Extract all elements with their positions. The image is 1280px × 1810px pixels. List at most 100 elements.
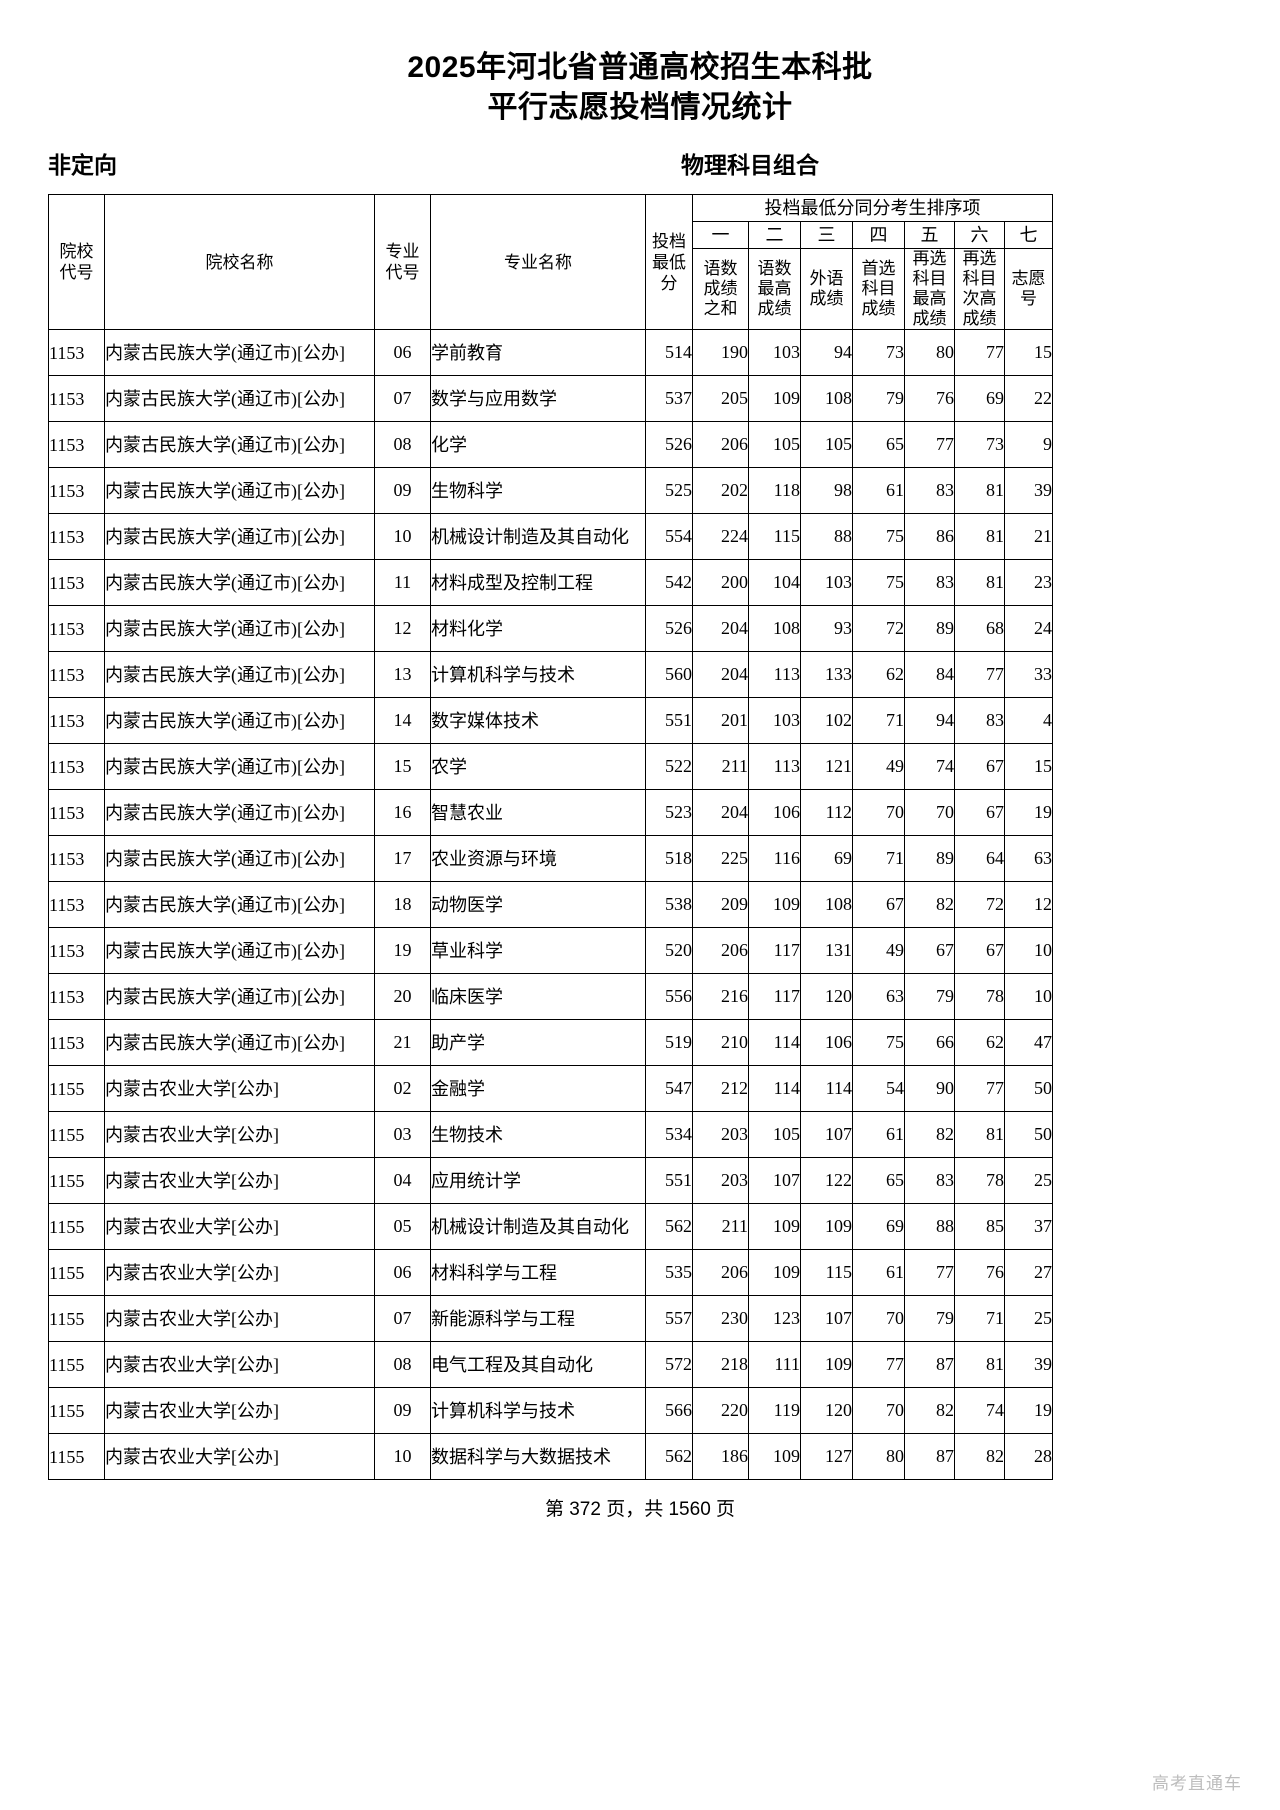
- cell-volunteer-no: 50: [1004, 1065, 1053, 1112]
- cell-tiebreak-6: 67: [954, 927, 1005, 974]
- cell-volunteer-no: 47: [1004, 1019, 1053, 1066]
- cell-tiebreak-5: 87: [904, 1433, 955, 1480]
- cell-tiebreak-4: 49: [852, 743, 905, 790]
- cell-tiebreak-2: 106: [748, 789, 801, 836]
- th-sub-4: 首选 科目 成绩: [852, 248, 905, 330]
- cell-school-name: 内蒙古农业大学[公办]: [104, 1157, 375, 1204]
- cell-min-score: 518: [645, 835, 693, 882]
- cell-tiebreak-4: 73: [852, 329, 905, 376]
- cell-tiebreak-4: 80: [852, 1433, 905, 1480]
- cell-tiebreak-6: 67: [954, 789, 1005, 836]
- cell-tiebreak-5: 83: [904, 559, 955, 606]
- th-sub-5: 再选 科目 最高 成绩: [904, 248, 955, 330]
- th-sub-5-l4: 成绩: [912, 309, 947, 328]
- cell-min-score: 554: [645, 513, 693, 560]
- cell-tiebreak-6: 82: [954, 1433, 1005, 1480]
- th-sub-2-l3: 成绩: [757, 299, 792, 318]
- cell-tiebreak-2: 103: [748, 329, 801, 376]
- cell-tiebreak-1: 204: [692, 789, 749, 836]
- cell-tiebreak-5: 82: [904, 1111, 955, 1158]
- cell-tiebreak-2: 109: [748, 1433, 801, 1480]
- cell-tiebreak-5: 84: [904, 651, 955, 698]
- th-major-code-l2: 代号: [385, 263, 420, 282]
- cell-tiebreak-1: 211: [692, 743, 749, 790]
- table-row: 1155 内蒙古农业大学[公办] 02 金融学 547 212 114 114 54 90 77 50: [48, 1065, 1053, 1112]
- th-sub-6-l2: 科目: [962, 269, 997, 288]
- cell-tiebreak-5: 82: [904, 1387, 955, 1434]
- cell-school-code: 1153: [48, 927, 105, 974]
- table-row: 1153 内蒙古民族大学(通辽市)[公办] 20 临床医学 556 216 117 120 63…: [48, 973, 1053, 1020]
- cell-tiebreak-2: 109: [748, 1249, 801, 1296]
- cell-major-name: 计算机科学与技术: [430, 651, 646, 698]
- cell-tiebreak-3: 105: [800, 421, 853, 468]
- cell-tiebreak-3: 98: [800, 467, 853, 514]
- cell-min-score: 520: [645, 927, 693, 974]
- cell-major-name: 材料科学与工程: [430, 1249, 646, 1296]
- cell-tiebreak-3: 108: [800, 375, 853, 422]
- cell-min-score: 514: [645, 329, 693, 376]
- cell-tiebreak-3: 109: [800, 1203, 853, 1250]
- cell-tiebreak-5: 80: [904, 329, 955, 376]
- th-min-score-l2: 最低: [652, 252, 686, 272]
- cell-tiebreak-4: 65: [852, 1157, 905, 1204]
- cell-tiebreak-5: 83: [904, 467, 955, 514]
- subheader-row: 非定向 物理科目组合: [0, 150, 1280, 184]
- th-major-name: 专业名称: [430, 194, 646, 330]
- table-head: 院校 代号 院校名称 专业 代号 专业名称 投档 最低 分 投档最低分同分考生排…: [48, 194, 1053, 330]
- table-row: 1155 内蒙古农业大学[公办] 08 电气工程及其自动化 572 218 111 109 77…: [48, 1341, 1053, 1388]
- cell-major-code: 08: [374, 1341, 431, 1388]
- cell-volunteer-no: 37: [1004, 1203, 1053, 1250]
- watermark: 高考直通车: [1152, 1774, 1242, 1793]
- cell-tiebreak-3: 120: [800, 1387, 853, 1434]
- cell-min-score: 556: [645, 973, 693, 1020]
- cell-tiebreak-1: 203: [692, 1111, 749, 1158]
- cell-school-code: 1153: [48, 743, 105, 790]
- cell-tiebreak-3: 106: [800, 1019, 853, 1066]
- th-sub-2-l2: 最高: [757, 279, 792, 298]
- cell-school-code: 1153: [48, 329, 105, 376]
- cell-school-name: 内蒙古民族大学(通辽市)[公办]: [104, 513, 375, 560]
- cell-min-score: 523: [645, 789, 693, 836]
- cell-volunteer-no: 21: [1004, 513, 1053, 560]
- cell-tiebreak-2: 109: [748, 375, 801, 422]
- admission-score-table: 院校 代号 院校名称 专业 代号 专业名称 投档 最低 分 投档最低分同分考生排…: [48, 194, 1053, 1480]
- cell-major-name: 材料化学: [430, 605, 646, 652]
- page-footer: 第 372 页，共 1560 页: [544, 1499, 736, 1520]
- cell-volunteer-no: 25: [1004, 1295, 1053, 1342]
- cell-min-score: 557: [645, 1295, 693, 1342]
- cell-volunteer-no: 10: [1004, 973, 1053, 1020]
- cell-tiebreak-6: 68: [954, 605, 1005, 652]
- cell-tiebreak-2: 105: [748, 1111, 801, 1158]
- cell-school-code: 1153: [48, 559, 105, 606]
- cell-school-code: 1153: [48, 973, 105, 1020]
- cell-tiebreak-6: 62: [954, 1019, 1005, 1066]
- cell-volunteer-no: 4: [1004, 697, 1053, 744]
- cell-school-code: 1155: [48, 1249, 105, 1296]
- th-sub-5-l3: 最高: [912, 289, 947, 308]
- title-line-2: 平行志愿投档情况统计: [487, 91, 793, 124]
- th-sub-3-l1: 外语: [809, 269, 844, 288]
- cell-major-name: 机械设计制造及其自动化: [430, 1203, 646, 1250]
- cell-school-name: 内蒙古民族大学(通辽市)[公办]: [104, 329, 375, 376]
- cell-major-name: 助产学: [430, 1019, 646, 1066]
- cell-tiebreak-5: 89: [904, 605, 955, 652]
- cell-major-name: 新能源科学与工程: [430, 1295, 646, 1342]
- cell-tiebreak-6: 81: [954, 1111, 1005, 1158]
- cell-tiebreak-2: 117: [748, 973, 801, 1020]
- cell-tiebreak-4: 72: [852, 605, 905, 652]
- table-row: 1153 内蒙古民族大学(通辽市)[公办] 15 农学 522 211 113 121 49 74…: [48, 743, 1053, 790]
- th-sub-5-l2: 科目: [912, 269, 947, 288]
- cell-min-score: 566: [645, 1387, 693, 1434]
- cell-tiebreak-4: 69: [852, 1203, 905, 1250]
- cell-major-name: 机械设计制造及其自动化: [430, 513, 646, 560]
- cell-min-score: 526: [645, 605, 693, 652]
- cell-tiebreak-2: 104: [748, 559, 801, 606]
- cell-tiebreak-1: 220: [692, 1387, 749, 1434]
- cell-tiebreak-6: 74: [954, 1387, 1005, 1434]
- cell-school-name: 内蒙古民族大学(通辽市)[公办]: [104, 835, 375, 882]
- table-row: 1155 内蒙古农业大学[公办] 07 新能源科学与工程 557 230 123 107 70 7…: [48, 1295, 1053, 1342]
- cell-min-score: 562: [645, 1433, 693, 1480]
- th-min-score-l3: 分: [660, 273, 678, 293]
- cell-min-score: 525: [645, 467, 693, 514]
- th-sub-3-l2: 成绩: [809, 289, 844, 308]
